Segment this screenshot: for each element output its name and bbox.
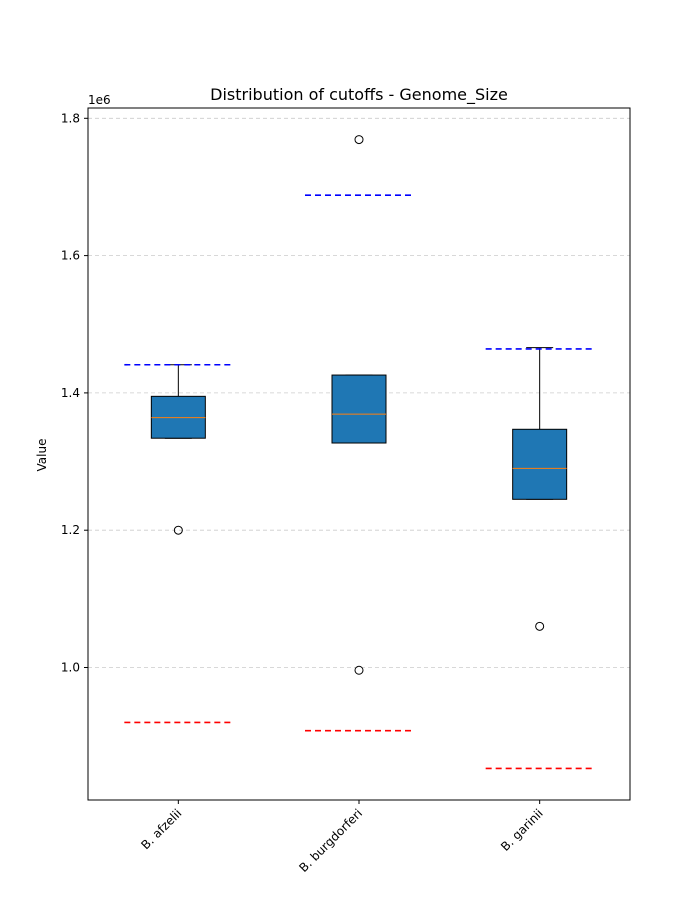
- y-tick-label: 1.8: [61, 111, 80, 125]
- plot-marks: [124, 135, 594, 770]
- plot-frame: [87, 107, 631, 801]
- outlier-point: [535, 621, 545, 631]
- outlier-point: [354, 135, 364, 145]
- outlier-point: [354, 665, 364, 675]
- y-axis-label: Value: [35, 439, 49, 472]
- outlier-point: [173, 525, 183, 535]
- chart-title: Distribution of cutoffs - Genome_Size: [210, 85, 508, 105]
- y-axis-offset-label: 1e6: [88, 93, 111, 107]
- y-tick-label: 1.6: [61, 249, 80, 263]
- box: [331, 374, 387, 444]
- y-tick-label: 1.4: [61, 386, 80, 400]
- box: [512, 428, 568, 500]
- y-tick-label: 1.2: [61, 523, 80, 537]
- y-tick-label: 1.0: [61, 661, 80, 675]
